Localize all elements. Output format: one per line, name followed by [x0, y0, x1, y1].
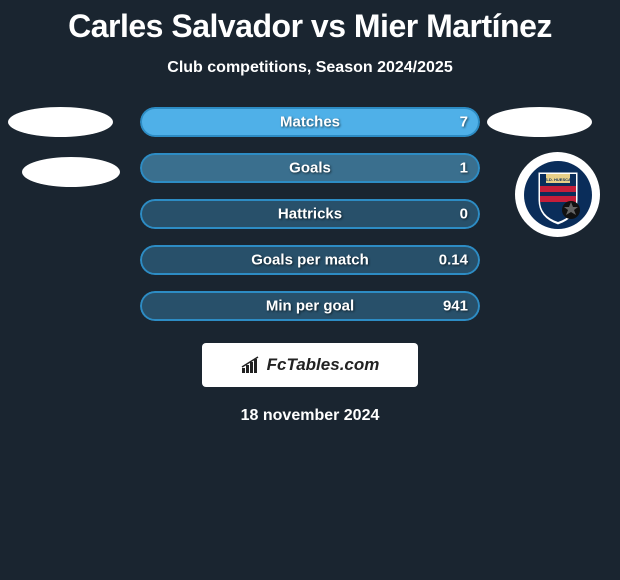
club-crest-huesca: S.D. HUESCA: [515, 152, 600, 237]
svg-text:S.D. HUESCA: S.D. HUESCA: [545, 177, 571, 182]
stat-row: Min per goal 941: [140, 291, 480, 321]
page-title: Carles Salvador vs Mier Martínez: [0, 0, 620, 45]
stat-label: Min per goal: [266, 298, 354, 315]
brand-label: FcTables.com: [267, 355, 380, 375]
stat-label: Matches: [280, 114, 340, 131]
stat-label: Hattricks: [278, 206, 342, 223]
comparison-chart: S.D. HUESCA Matches 7 Goals 1 Hattricks 0 Goal…: [0, 107, 620, 337]
stat-value: 1: [460, 160, 468, 177]
stat-value: 941: [443, 298, 468, 315]
stat-value: 7: [460, 114, 468, 131]
stat-value: 0: [460, 206, 468, 223]
stat-label: Goals: [289, 160, 331, 177]
bars-icon: [241, 356, 263, 374]
footer-date: 18 november 2024: [0, 407, 620, 425]
subtitle: Club competitions, Season 2024/2025: [0, 59, 620, 77]
player-badge-right-1: [487, 107, 592, 137]
stat-row: Goals per match 0.14: [140, 245, 480, 275]
stat-row: Matches 7: [140, 107, 480, 137]
brand-footer[interactable]: FcTables.com: [202, 343, 418, 387]
stat-value: 0.14: [439, 252, 468, 269]
stat-row: Goals 1: [140, 153, 480, 183]
stat-row: Hattricks 0: [140, 199, 480, 229]
player-badge-left-1: [8, 107, 113, 137]
shield-icon: S.D. HUESCA: [523, 160, 593, 230]
player-badge-left-2: [22, 157, 120, 187]
stat-label: Goals per match: [251, 252, 369, 269]
stat-bars: Matches 7 Goals 1 Hattricks 0 Goals per match 0…: [140, 107, 480, 337]
